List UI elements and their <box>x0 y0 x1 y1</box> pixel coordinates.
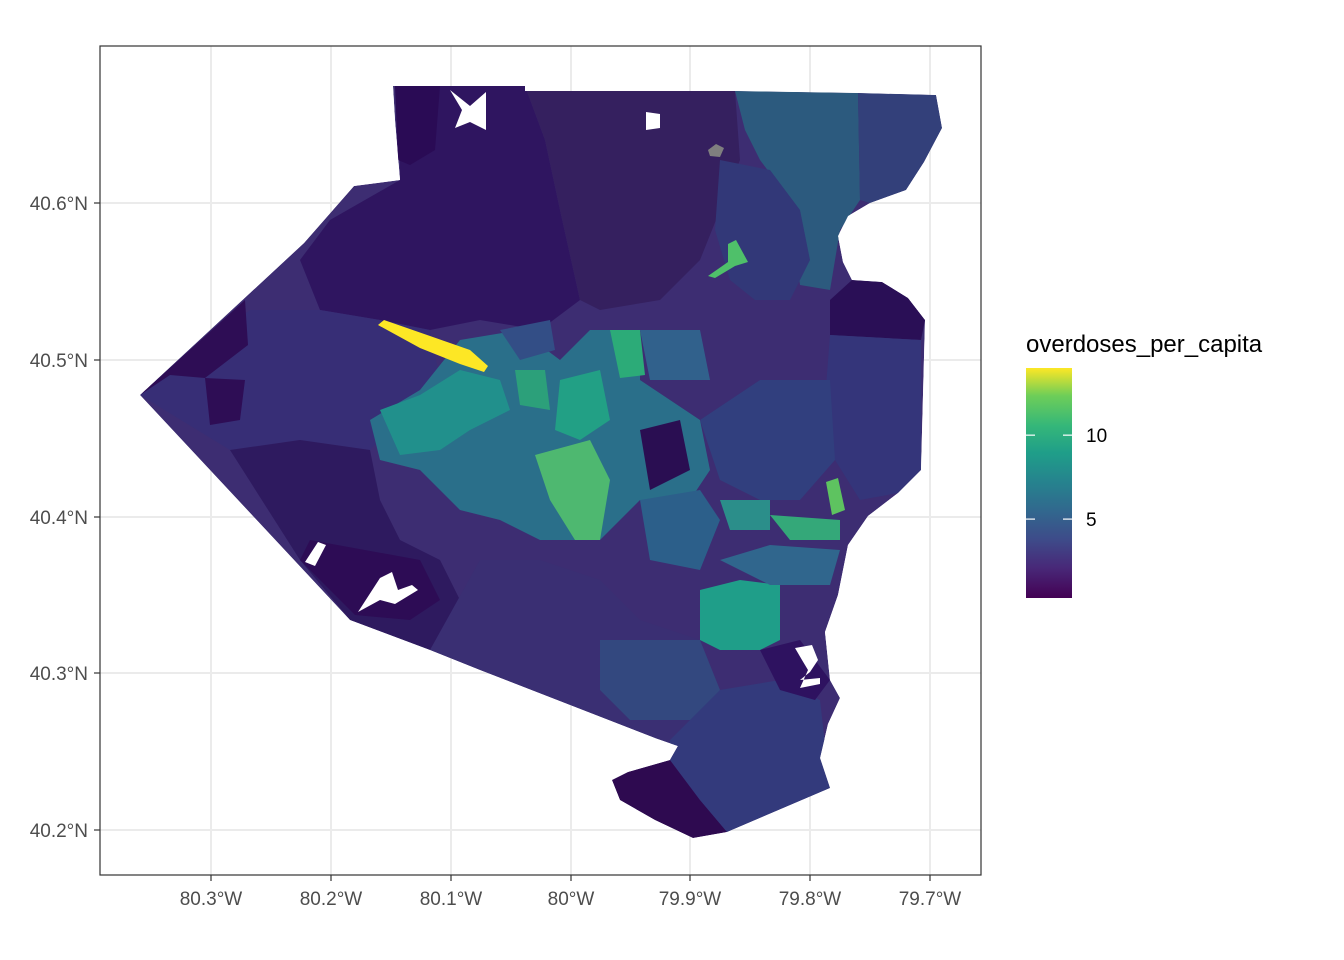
region-south-blue <box>600 640 720 720</box>
region-teal-green-mid <box>555 370 610 440</box>
x-tick-label: 80.3°W <box>180 889 243 910</box>
region-green-sliver-east <box>826 478 845 515</box>
county-regions <box>140 86 942 838</box>
water-southwest-creek <box>305 542 326 566</box>
y-axis: 40.6°N 40.5°N 40.4°N 40.3°N 40.2°N <box>30 194 100 842</box>
region-central-west-teal <box>380 370 510 455</box>
region-missing-data <box>708 144 724 157</box>
region-north-slate <box>640 330 710 380</box>
region-east-dark <box>830 280 925 340</box>
region-far-west <box>140 300 248 395</box>
x-tick-label: 79.9°W <box>659 889 722 910</box>
region-northeast-corner <box>858 93 942 203</box>
region-teal-green-north <box>610 330 645 378</box>
region-southeast-slate <box>720 545 840 585</box>
water-north-lake <box>646 112 660 130</box>
region-east-central <box>700 380 835 500</box>
legend-colorbar <box>1026 368 1072 598</box>
y-tick-label: 40.3°N <box>30 664 88 685</box>
x-tick-label: 80.1°W <box>420 889 483 910</box>
y-tick-label: 40.6°N <box>30 194 88 215</box>
region-far-northwest <box>395 86 440 165</box>
region-northeast-inner <box>715 160 810 300</box>
region-northwest <box>300 86 580 330</box>
x-tick-label: 80°W <box>548 889 595 910</box>
y-tick-label: 40.5°N <box>30 351 88 372</box>
region-southeast-teal <box>640 490 720 570</box>
water-southeast-river <box>795 645 820 688</box>
region-green-east <box>770 515 840 540</box>
region-south-teal <box>700 580 780 650</box>
x-tick-label: 79.7°W <box>899 889 962 910</box>
region-teal-green-small <box>515 370 550 410</box>
water-southwest-lake <box>358 572 418 612</box>
legend: overdoses_per_capita 10 5 <box>1026 331 1263 598</box>
region-central-dark <box>640 420 690 490</box>
region-south-tip <box>612 760 727 838</box>
region-small-teal <box>720 500 770 530</box>
region-northeast-teal <box>735 91 860 290</box>
region-green-central <box>535 440 610 540</box>
region-green-north <box>708 240 748 278</box>
legend-title: overdoses_per_capita <box>1026 331 1263 358</box>
legend-tick-label: 5 <box>1086 510 1097 531</box>
region-southeast <box>670 680 830 832</box>
region-southwest-dark <box>300 540 440 620</box>
water-features <box>305 90 820 688</box>
region-east <box>825 335 921 500</box>
water-north <box>450 90 486 130</box>
x-axis: 80.3°W 80.2°W 80.1°W 80°W 79.9°W 79.8°W 79.7°W <box>180 875 962 910</box>
region-north-central <box>525 86 740 310</box>
legend-ticks: 10 5 <box>1026 426 1107 531</box>
x-tick-label: 79.8°W <box>779 889 842 910</box>
region-west-pocket <box>205 378 245 425</box>
legend-tick-label: 10 <box>1086 426 1107 447</box>
x-tick-label: 80.2°W <box>300 889 363 910</box>
y-tick-label: 40.4°N <box>30 508 88 529</box>
y-tick-label: 40.2°N <box>30 821 88 842</box>
region-yellow-sliver <box>378 320 488 372</box>
panel-border <box>99 45 982 876</box>
region-north-blue-block <box>500 320 555 360</box>
